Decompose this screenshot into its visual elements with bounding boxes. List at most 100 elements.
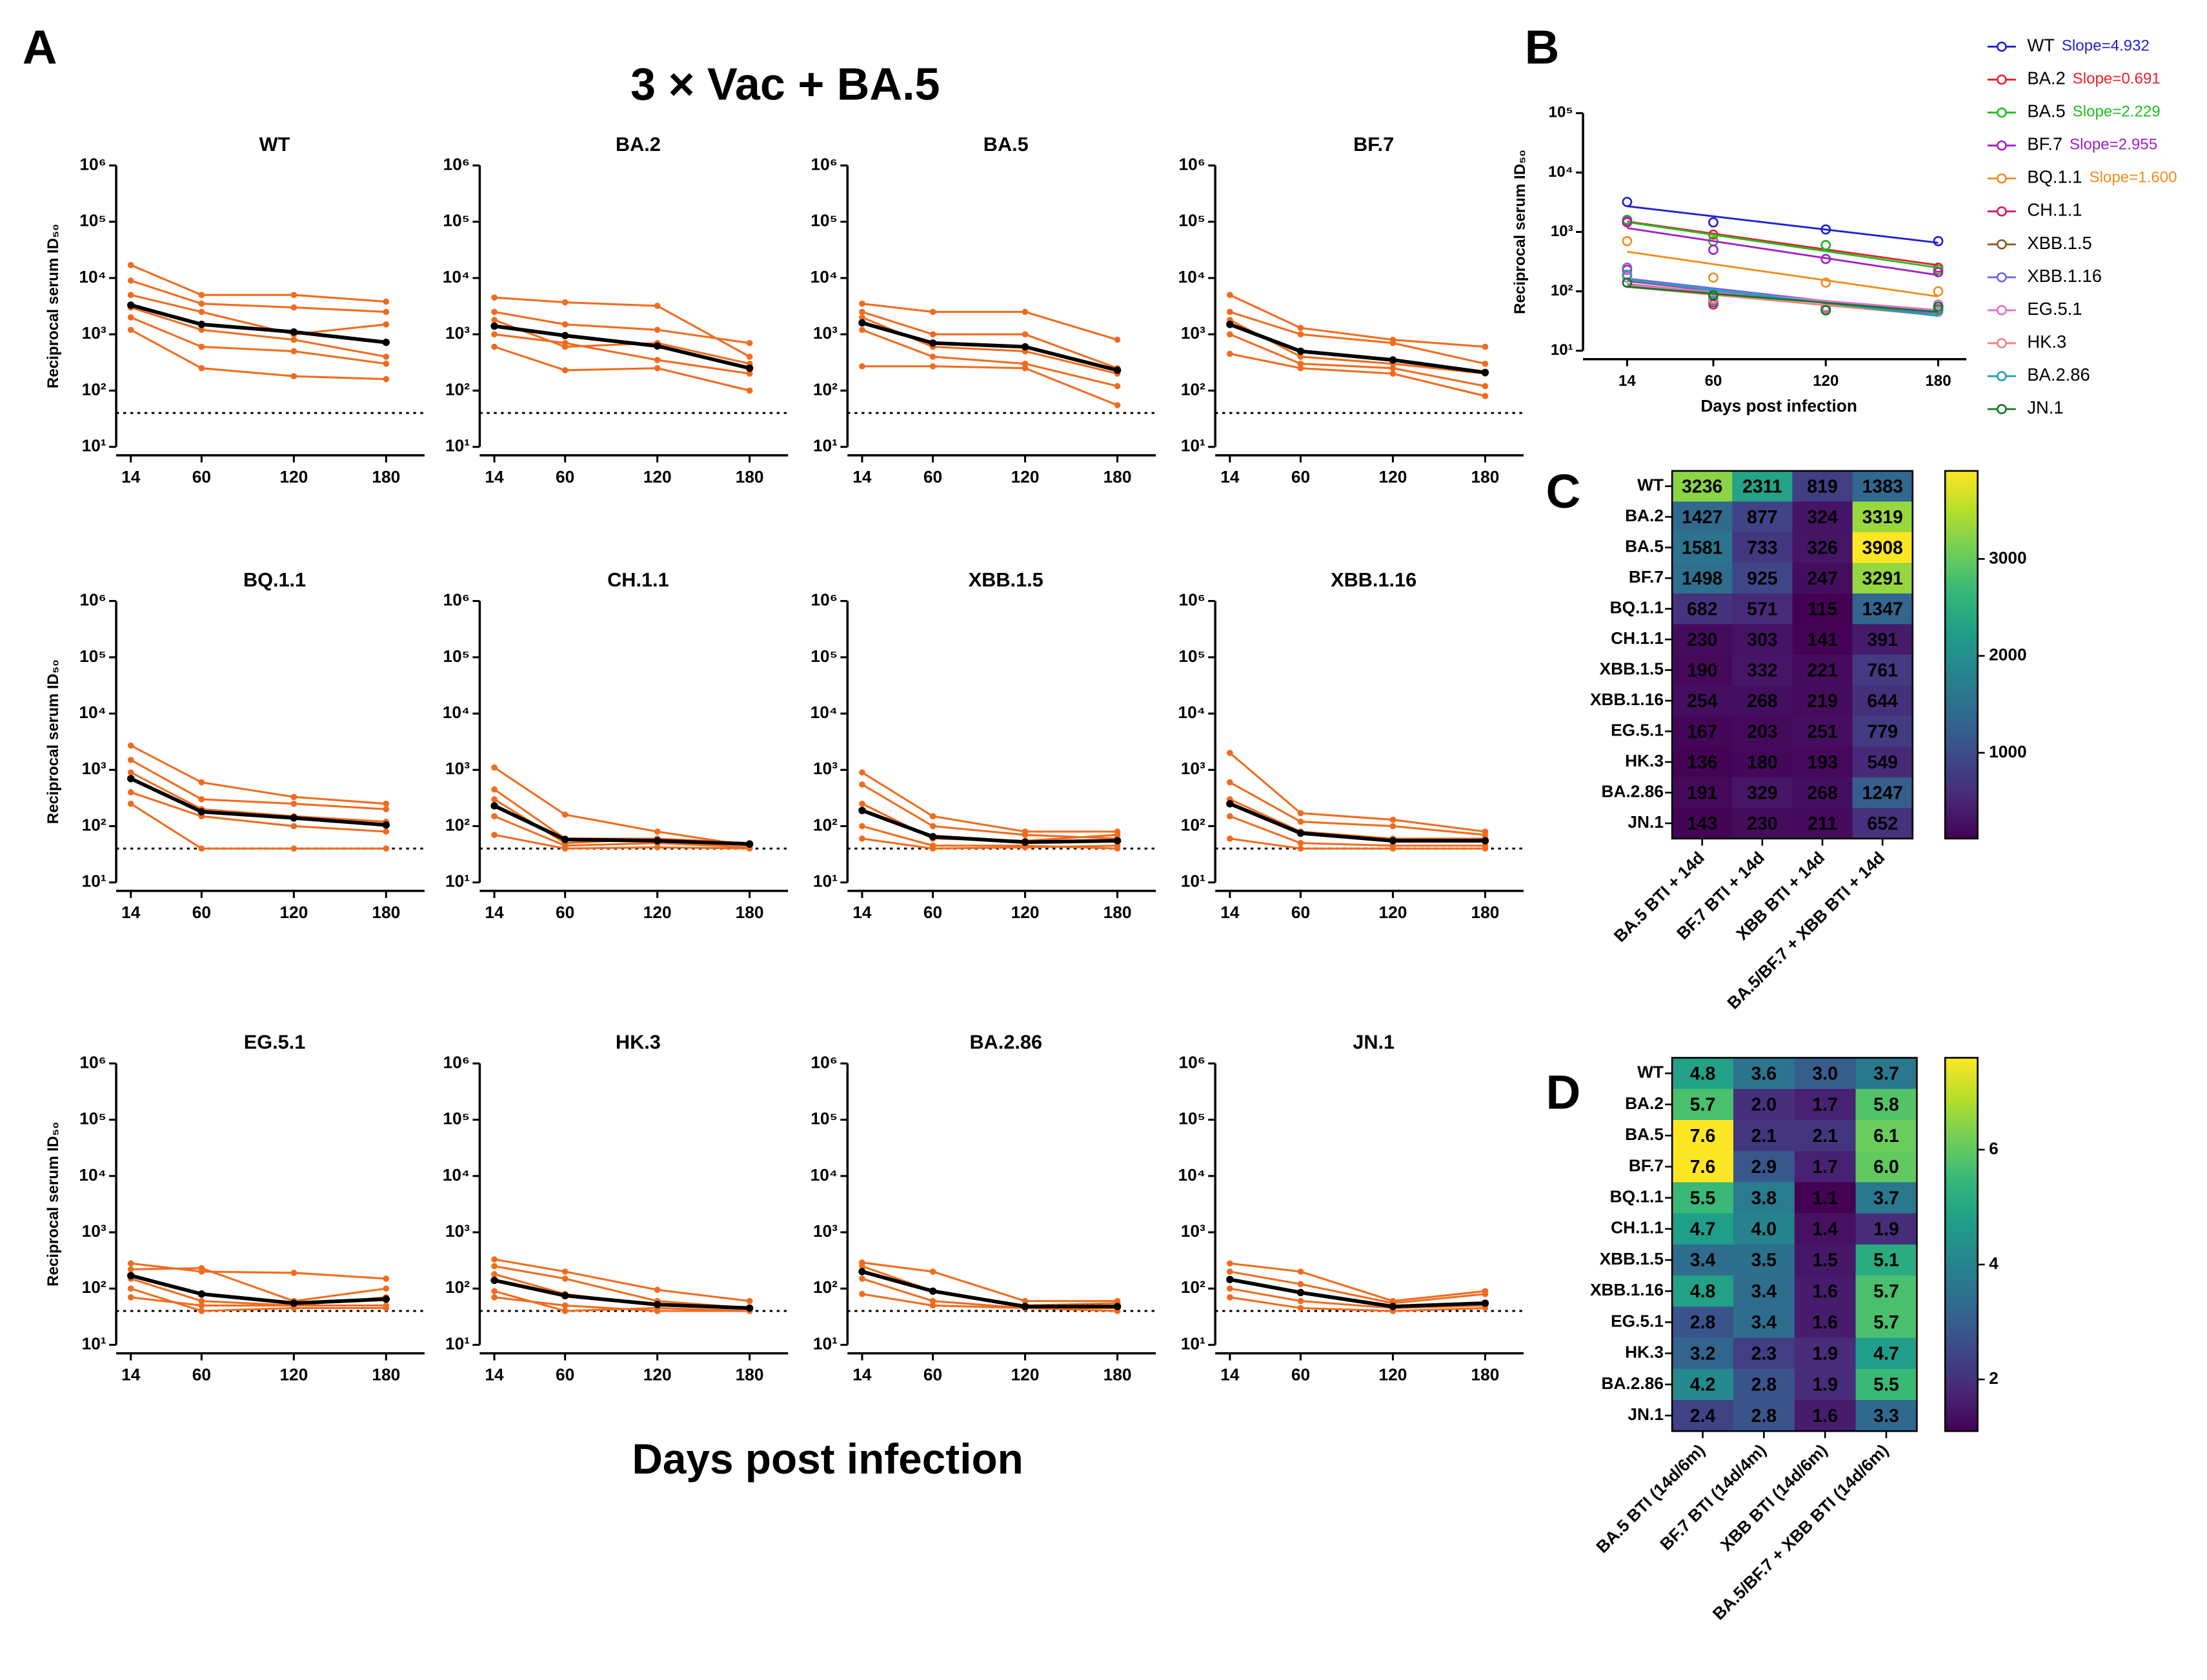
cell-label: 1.6 — [1812, 1406, 1838, 1426]
y-tick-label: 10¹ — [813, 436, 838, 455]
mean-line — [493, 804, 750, 846]
point — [1297, 325, 1304, 332]
legend-label: XBB.1.16 — [2027, 266, 2102, 286]
subject-line — [494, 788, 750, 845]
cell-label: 5.5 — [1873, 1375, 1899, 1395]
x-tick-label: 60 — [556, 1365, 574, 1385]
cell-label: 6.0 — [1873, 1157, 1899, 1177]
y-tick-label: 10³ — [445, 759, 470, 778]
heatmap-cell — [1794, 1088, 1857, 1121]
point — [382, 821, 390, 829]
point — [1297, 331, 1304, 337]
x-tick-label: 60 — [923, 1365, 942, 1385]
cell-label: 1498 — [1682, 568, 1722, 589]
mean-line — [130, 303, 387, 345]
y-tick-label: 10³ — [813, 323, 838, 343]
heatmap-cell — [1794, 1337, 1857, 1370]
cell-label: 3.5 — [1751, 1250, 1777, 1271]
row-label: BA.5 — [1625, 537, 1664, 556]
y-tick-label: 10² — [82, 815, 106, 834]
heatmap-cell — [1672, 1275, 1734, 1307]
heatmap-cell — [1672, 1244, 1734, 1276]
y-tick-label: 10⁵ — [1549, 104, 1573, 121]
point — [1933, 301, 1944, 312]
y-tick-label: 10¹ — [445, 872, 470, 891]
point — [1227, 1260, 1233, 1267]
point — [1227, 750, 1233, 756]
point — [290, 1270, 297, 1276]
subject-line — [1229, 1287, 1486, 1310]
heatmap-cell — [1855, 1120, 1918, 1152]
y-tick-label: 10⁶ — [811, 154, 838, 174]
heatmap-cell — [1855, 1088, 1918, 1121]
legend-entry: CH.1.1 — [2027, 200, 2082, 220]
point — [198, 779, 205, 786]
heatmap-cell — [1852, 808, 1913, 839]
point — [1482, 383, 1489, 390]
x-tick-label: 180 — [1925, 372, 1951, 390]
row-label: HK.3 — [1625, 751, 1664, 770]
mean-line — [1229, 802, 1486, 843]
point — [198, 326, 205, 334]
panel-label: A — [23, 21, 57, 74]
row-label: CH.1.1 — [1611, 628, 1664, 648]
cell-label: 1.6 — [1812, 1312, 1838, 1333]
heatmap-cell — [1733, 1244, 1795, 1276]
point — [1227, 813, 1233, 819]
point — [1022, 844, 1029, 851]
cell-label: 143 — [1687, 814, 1718, 834]
point — [561, 332, 569, 339]
y-tick-label: 10⁵ — [79, 646, 106, 666]
cell-label: 3.3 — [1873, 1406, 1899, 1426]
heatmap-cell — [1852, 563, 1913, 594]
heatmap-cell — [1855, 1244, 1918, 1276]
heatmap-cell — [1794, 1120, 1857, 1152]
y-tick-label: 10³ — [813, 759, 838, 778]
y-tick-label: 10³ — [82, 323, 106, 343]
legend-marker — [1996, 107, 2007, 118]
cell-label: 4.0 — [1751, 1219, 1777, 1240]
legend-label: WT — [2027, 35, 2055, 55]
point — [198, 1265, 205, 1272]
cell-label: 2.8 — [1751, 1406, 1777, 1426]
y-tick-label: 10² — [813, 815, 838, 834]
cell-label: 1.7 — [1812, 1157, 1838, 1177]
legend-label: BQ.1.1 — [2027, 167, 2082, 187]
y-tick-label: 10⁴ — [79, 703, 106, 722]
subject-line — [130, 745, 387, 805]
point — [1481, 368, 1489, 376]
heatmap-cell — [1732, 715, 1793, 747]
y-axis-title: Reciprocal serum ID₅₀ — [45, 659, 62, 824]
point — [859, 308, 865, 315]
point — [1482, 845, 1489, 852]
cell-label: 191 — [1687, 783, 1718, 803]
y-tick-label: 10⁴ — [1178, 267, 1205, 286]
cell-label: 303 — [1747, 630, 1778, 650]
y-tick-label: 10³ — [445, 1221, 470, 1241]
x-tick-label: 14 — [121, 903, 141, 922]
point — [1113, 837, 1122, 845]
point — [1226, 321, 1234, 328]
x-tick-label: 180 — [372, 903, 400, 922]
x-tick-label: 60 — [1705, 372, 1722, 390]
slope-label: Slope=2.955 — [2070, 136, 2157, 154]
heatmap-cell — [1733, 1337, 1795, 1370]
y-tick-label: 10² — [82, 1277, 106, 1297]
row-label: EG.5.1 — [1611, 1311, 1664, 1330]
point — [1296, 347, 1305, 355]
point — [127, 769, 134, 776]
point — [1297, 1268, 1304, 1275]
point — [1297, 365, 1304, 372]
heatmap-cell — [1794, 1400, 1857, 1432]
point — [1021, 343, 1029, 351]
cell-label: 221 — [1807, 660, 1838, 681]
y-tick-label: 10⁶ — [443, 154, 470, 174]
x-tick-label: 60 — [923, 467, 942, 486]
point — [929, 1297, 936, 1305]
cell-label: 2.0 — [1751, 1095, 1777, 1115]
heatmap-cell — [1733, 1151, 1795, 1183]
point — [745, 840, 754, 848]
legend-label: EG.5.1 — [2027, 299, 2082, 319]
x-tick-label: 180 — [1471, 1365, 1499, 1385]
heatmap-cell — [1852, 746, 1913, 778]
